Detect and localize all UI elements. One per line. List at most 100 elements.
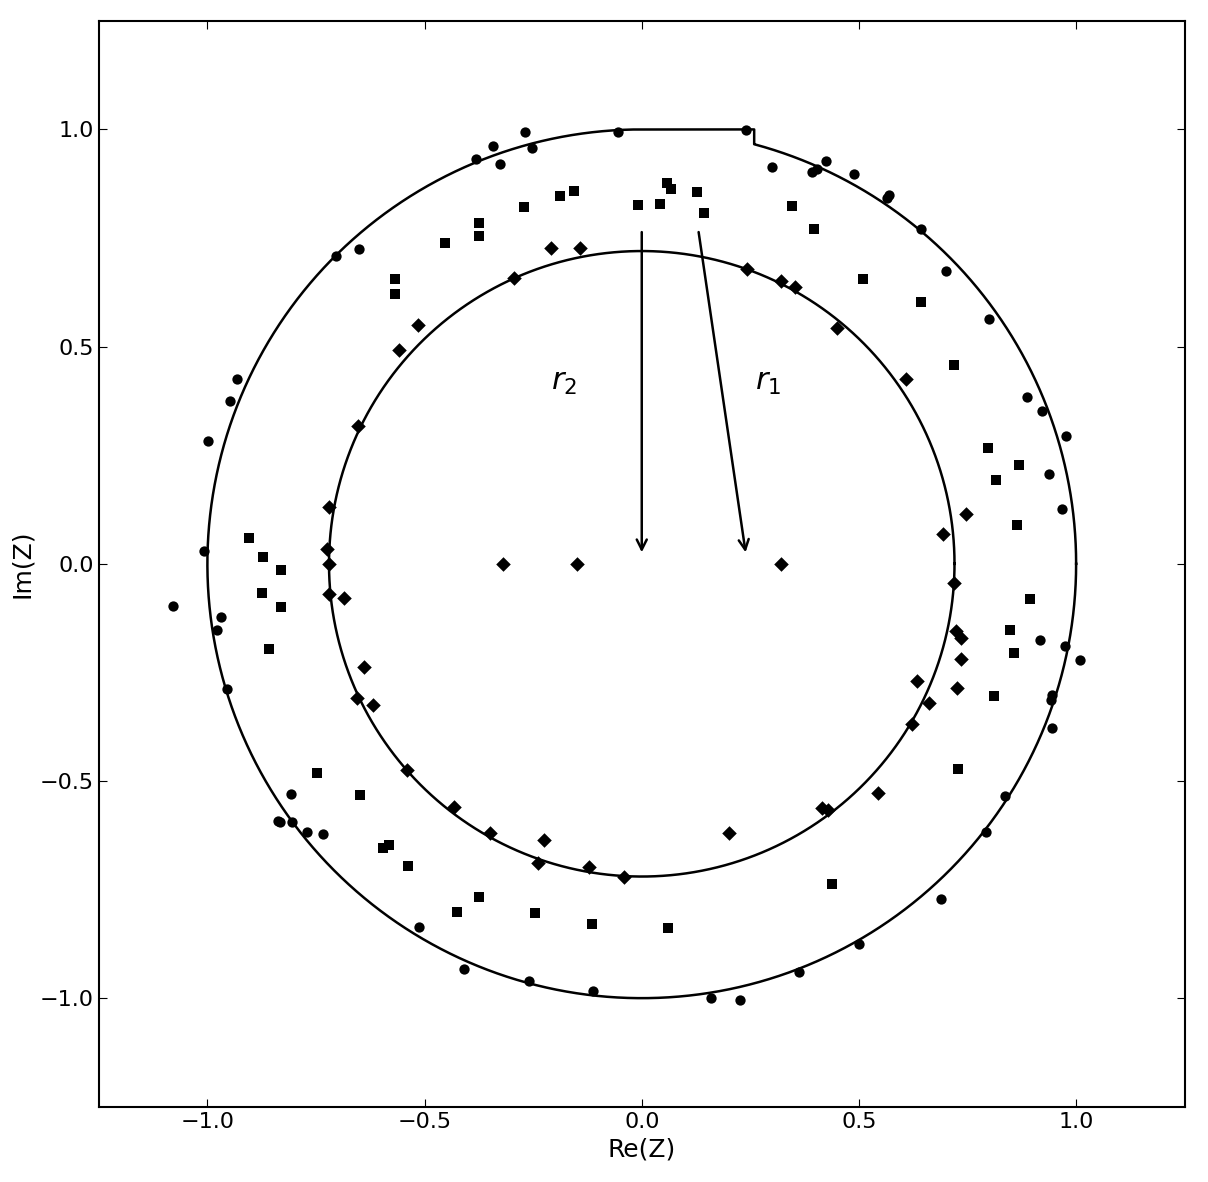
Point [911, 220, 930, 239]
Point [541, 239, 561, 258]
Point [348, 417, 367, 436]
Point [808, 160, 827, 178]
Point [483, 137, 503, 156]
Point [933, 525, 952, 544]
Text: $r_2$: $r_2$ [551, 366, 576, 397]
Point [281, 784, 301, 803]
Text: $r_1$: $r_1$ [755, 366, 780, 397]
Point [762, 157, 782, 176]
Point [844, 164, 864, 183]
Point [1070, 650, 1090, 669]
Point [469, 888, 488, 907]
Point [947, 622, 966, 641]
Point [772, 272, 791, 291]
Point [805, 220, 824, 239]
Point [1056, 427, 1075, 446]
Point [819, 801, 838, 820]
Point [812, 798, 831, 817]
Point [1017, 388, 1036, 407]
Point [986, 470, 1005, 489]
Point [985, 687, 1004, 706]
Point [551, 187, 570, 206]
Point [1010, 455, 1029, 474]
Point [628, 195, 647, 214]
Point [1041, 690, 1061, 709]
Point [657, 173, 676, 191]
Point [194, 541, 214, 560]
Point [783, 197, 802, 216]
Point [869, 784, 888, 803]
Point [1056, 636, 1075, 655]
Point [470, 226, 489, 245]
Point [879, 186, 899, 204]
Point [447, 902, 466, 921]
Point [609, 123, 628, 142]
Point [877, 188, 896, 207]
Point [435, 234, 454, 253]
Point [534, 831, 553, 850]
Point [583, 981, 603, 1000]
Point [227, 370, 246, 389]
Point [490, 154, 510, 173]
Point [319, 554, 338, 573]
Point [1020, 590, 1039, 609]
Point [951, 629, 970, 648]
Point [389, 340, 408, 359]
Y-axis label: Im(Z): Im(Z) [10, 530, 34, 598]
Point [911, 293, 930, 312]
Point [658, 918, 678, 937]
Point [849, 935, 869, 954]
Point [385, 284, 405, 303]
Point [919, 693, 939, 712]
Point [1007, 515, 1027, 534]
Point [333, 589, 353, 608]
Point [815, 151, 835, 170]
Point [354, 658, 373, 677]
Point [661, 180, 680, 199]
Point [408, 316, 428, 335]
Point [466, 149, 486, 168]
Point [445, 798, 464, 817]
Point [480, 824, 499, 843]
Point [719, 824, 738, 843]
Point [307, 764, 326, 782]
Point [505, 268, 524, 287]
Point [271, 812, 290, 831]
Point [936, 261, 956, 280]
Point [313, 825, 332, 844]
Point [522, 138, 541, 157]
Point [614, 868, 633, 886]
Point [1000, 621, 1020, 639]
Point [827, 318, 847, 337]
Point [579, 858, 598, 877]
Point [1030, 630, 1050, 649]
Point [956, 505, 975, 524]
Point [567, 554, 586, 573]
Point [220, 391, 239, 410]
Point [493, 554, 512, 573]
Point [454, 960, 474, 979]
Point [789, 962, 808, 981]
Point [297, 823, 316, 842]
Point [802, 162, 821, 181]
Point [198, 431, 217, 450]
Point [980, 310, 999, 329]
Point [272, 597, 291, 616]
Point [519, 972, 539, 991]
Point [252, 583, 272, 602]
X-axis label: Re(Z): Re(Z) [608, 1137, 676, 1161]
Point [702, 988, 721, 1007]
Point [1043, 719, 1062, 738]
Point [272, 560, 291, 579]
Point [907, 671, 927, 690]
Point [254, 547, 273, 566]
Point [319, 498, 338, 517]
Point [217, 680, 237, 699]
Point [570, 238, 590, 256]
Point [349, 240, 368, 259]
Point [1052, 500, 1071, 519]
Point [945, 356, 964, 375]
Point [283, 812, 302, 831]
Point [364, 695, 383, 714]
Point [948, 760, 968, 779]
